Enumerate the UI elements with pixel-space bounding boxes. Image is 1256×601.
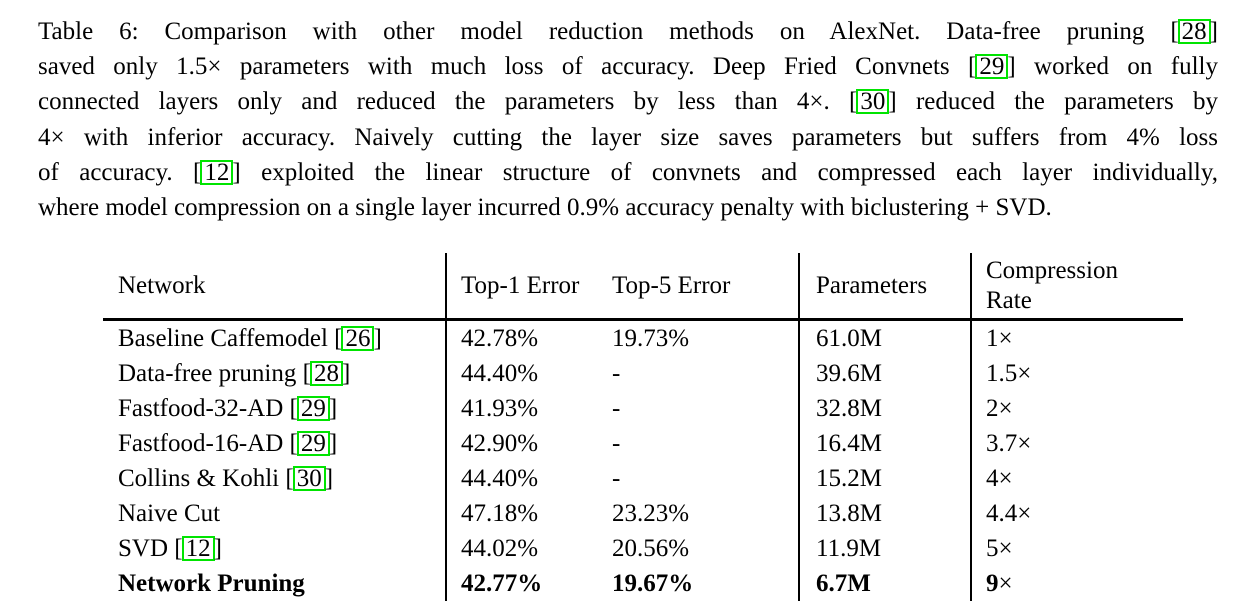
cell-network: Collins & Kohli [30] [103, 461, 447, 496]
cell-network: Naive Cut [103, 496, 447, 531]
times-symbol: × [998, 569, 1013, 597]
cell-network: Baseline Caffemodel [26] [103, 319, 447, 356]
citation-28[interactable]: 28 [309, 360, 343, 386]
table-row: SVD [12] 44.02% 20.56% 11.9M 5× [103, 531, 1183, 566]
table-body: Baseline Caffemodel [26] 42.78% 19.73% 61.0… [103, 319, 1183, 601]
citation-30[interactable]: 30 [856, 89, 890, 115]
cell-top1-error: 44.40% [461, 359, 539, 387]
cell-compression-rate: 4.4× [986, 499, 1032, 527]
header-row: Network Top-1 Error Top-5 Error Paramete… [103, 253, 1183, 321]
header-compression-rate: Compression Rate [971, 253, 1183, 321]
cell-top1-error: 42.77% [461, 569, 543, 597]
cell-top5-error: - [612, 391, 800, 426]
cell-compression-rate: 5× [986, 534, 1013, 562]
cell-top1-error: 47.18% [461, 499, 539, 527]
caption-line: connected layers only and reduced the pa… [38, 88, 1218, 116]
cell-top1-error: 41.93% [461, 394, 539, 422]
cell-network: Fastfood-16-AD [29] [103, 426, 447, 461]
citation-12[interactable]: 12 [181, 535, 215, 561]
cell-top1-error: 42.78% [461, 324, 539, 352]
caption-line: 4× with inferior accuracy. Naively cutti… [38, 123, 1218, 151]
times-symbol: × [998, 464, 1013, 492]
cell-parameters: 13.8M [799, 496, 972, 531]
caption-line: of accuracy. [12] exploited the linear s… [38, 158, 1218, 186]
header-parameters: Parameters [799, 253, 972, 321]
cell-compression-rate: 1× [986, 324, 1013, 352]
cell-top1-error: 44.02% [461, 534, 539, 562]
cell-top5-error: 23.23% [612, 496, 800, 531]
header-network: Network [103, 253, 447, 321]
table-row: Network Pruning 42.77% 19.67% 6.7M 9× [103, 566, 1183, 601]
cell-parameters: 15.2M [799, 461, 972, 496]
comparison-table-wrap: Network Top-1 Error Top-5 Error Paramete… [103, 253, 1183, 601]
cell-compression-rate: 3.7× [986, 429, 1032, 457]
citation-29[interactable]: 29 [296, 430, 330, 456]
cell-network: Data-free pruning [28] [103, 356, 447, 391]
cell-top5-error: - [612, 356, 800, 391]
caption-line: saved only 1.5× parameters with much los… [38, 53, 1218, 81]
cell-parameters: 61.0M [799, 319, 972, 356]
citation-29[interactable]: 29 [975, 54, 1009, 80]
table-row: Naive Cut 47.18% 23.23% 13.8M 4.4× [103, 496, 1183, 531]
times-symbol: × [1017, 499, 1032, 527]
cell-compression-rate: 1.5× [986, 359, 1032, 387]
cell-parameters: 16.4M [799, 426, 972, 461]
cell-network: Network Pruning [103, 566, 447, 601]
table-row: Baseline Caffemodel [26] 42.78% 19.73% 61.0… [103, 319, 1183, 356]
cell-compression-rate: 4× [986, 464, 1013, 492]
citation-12[interactable]: 12 [200, 159, 234, 185]
cell-top1-error: 42.90% [461, 429, 539, 457]
cell-top5-error: - [612, 461, 800, 496]
citation-26[interactable]: 26 [341, 325, 375, 351]
caption-line: where model compression on a single laye… [38, 194, 1052, 222]
table-row: Fastfood-32-AD [29] 41.93% -32.8M 2× [103, 391, 1183, 426]
cell-parameters: 39.6M [799, 356, 972, 391]
citation-30[interactable]: 30 [292, 465, 326, 491]
cell-top5-error: - [612, 426, 800, 461]
times-symbol: × [998, 394, 1013, 422]
header-top1-error: Top-1 Error [446, 253, 612, 321]
cell-top5-error: 19.67% [612, 566, 800, 601]
times-symbol: × [998, 534, 1013, 562]
times-symbol: × [998, 324, 1013, 352]
cell-parameters: 32.8M [799, 391, 972, 426]
table-row: Collins & Kohli [30] 44.40% -15.2M 4× [103, 461, 1183, 496]
cell-parameters: 6.7M [799, 566, 972, 601]
cell-compression-rate: 2× [986, 394, 1013, 422]
citation-28[interactable]: 28 [1177, 19, 1211, 44]
cell-parameters: 11.9M [799, 531, 972, 566]
cell-compression-rate: 9× [986, 569, 1013, 597]
citation-29[interactable]: 29 [296, 395, 330, 421]
table-row: Data-free pruning [28] 44.40% -39.6M 1.5× [103, 356, 1183, 391]
header-top5-error: Top-5 Error [612, 253, 800, 321]
comparison-table: Network Top-1 Error Top-5 Error Paramete… [103, 253, 1183, 601]
cell-network: SVD [12] [103, 531, 447, 566]
cell-top5-error: 20.56% [612, 531, 800, 566]
times-symbol: × [1017, 359, 1032, 387]
times-symbol: × [1017, 429, 1032, 457]
cell-network: Fastfood-32-AD [29] [103, 391, 447, 426]
cell-top5-error: 19.73% [612, 319, 800, 356]
table-row: Fastfood-16-AD [29] 42.90% -16.4M 3.7× [103, 426, 1183, 461]
cell-top1-error: 44.40% [461, 464, 539, 492]
caption-line: Table 6: Comparison with other model red… [38, 18, 1218, 45]
table-caption: Table 6: Comparison with other model red… [38, 14, 1218, 225]
